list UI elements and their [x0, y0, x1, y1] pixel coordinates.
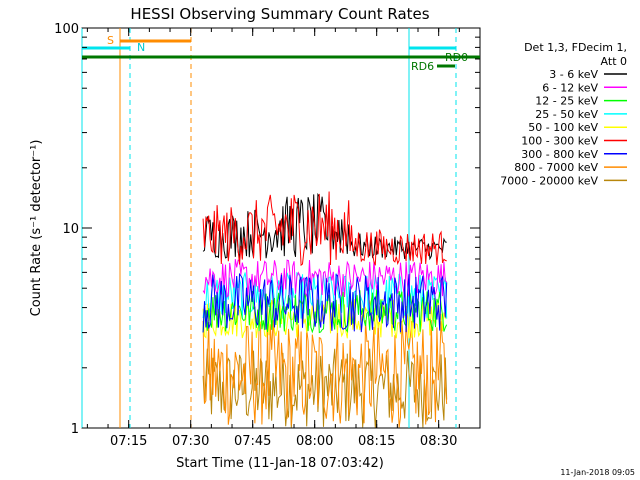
- series-line-6: [202, 191, 447, 267]
- x-tick-label: 08:30: [420, 434, 457, 449]
- x-tick-label: 07:15: [110, 434, 147, 449]
- x-tick-label: 08:00: [296, 434, 333, 449]
- legend-entry-label: 100 - 300 keV: [521, 135, 598, 148]
- legend-entry-label: 800 - 7000 keV: [514, 161, 598, 174]
- chart-title: HESSI Observing Summary Count Rates: [130, 5, 429, 23]
- legend-header-1: Det 1,3, FDecim 1,: [524, 41, 627, 54]
- y-tick-label: 10: [62, 222, 79, 237]
- event-markers: S N RD0 RD6: [81, 28, 480, 428]
- annotation-rd0: RD0: [445, 51, 468, 64]
- legend-entry-label: 300 - 800 keV: [521, 148, 598, 161]
- legend-entry-label: 6 - 12 keV: [542, 81, 598, 94]
- y-axis: 1 10 100: [54, 22, 480, 437]
- x-tick-label: 08:15: [358, 434, 395, 449]
- legend-entry-label: 12 - 25 keV: [535, 95, 598, 108]
- timestamp: 11-Jan-2018 09:05: [560, 468, 635, 477]
- x-tick-label: 07:30: [172, 434, 209, 449]
- legend-entry-label: 25 - 50 keV: [535, 108, 598, 121]
- series-line-2: [202, 259, 448, 298]
- y-tick-label: 1: [71, 422, 79, 437]
- series-line-8: [202, 319, 448, 428]
- legend-entry-label: 50 - 100 keV: [528, 121, 598, 134]
- x-axis-label: Start Time (11-Jan-18 07:03:42): [176, 456, 384, 471]
- series-layer: [202, 191, 448, 428]
- x-axis: 07:15 07:30 07:45 08:00 08:15 08:30: [86, 28, 481, 449]
- legend-header-2: Att 0: [601, 55, 627, 68]
- series-line-7: [202, 272, 448, 333]
- series-line-1: [202, 192, 447, 261]
- annotation-rd6: RD6: [411, 60, 434, 73]
- y-axis-label: Count Rate (s⁻¹ detector⁻¹): [29, 140, 44, 317]
- legend-entry-label: 7000 - 20000 keV: [500, 174, 598, 187]
- x-tick-label: 07:45: [234, 434, 271, 449]
- y-tick-label: 100: [54, 22, 79, 37]
- annotation-n: N: [137, 41, 145, 54]
- annotation-s: S: [107, 34, 114, 47]
- legend-entry-label: 3 - 6 keV: [549, 68, 598, 81]
- series-line-9: [202, 348, 448, 428]
